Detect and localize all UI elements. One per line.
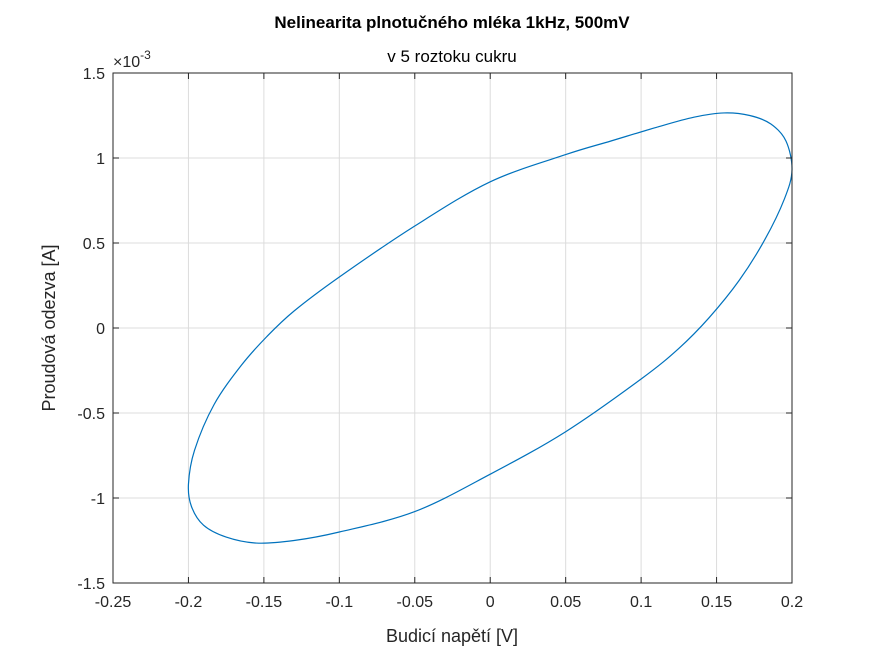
x-tick-label: 0.2 [781,594,803,611]
y-tick-label: 0 [96,321,105,338]
y-tick-label: 1 [96,151,105,168]
y-tick-label: 1.5 [83,66,105,83]
chart-title: Nelinearita plnotučného mléka 1kHz, 500m… [274,13,630,32]
y-tick-label: 0.5 [83,236,105,253]
axis-ticks: -0.25 -0.2 -0.15 -0.1 -0.05 0 0.05 0.1 0.15 0.2 -1… [77,66,803,611]
x-tick-label: -0.05 [397,594,434,611]
x-tick-label: 0.05 [550,594,581,611]
y-exponent-base: ×10 [113,54,140,71]
x-tick-label: -0.2 [175,594,203,611]
y-exponent-label: ×10-3 [113,48,151,71]
x-tick-label: 0.1 [630,594,652,611]
y-exponent-power: -3 [140,48,151,62]
grid-lines [112,72,793,584]
x-tick-label: -0.25 [95,594,132,611]
x-tick-label: 0 [486,594,495,611]
x-axis-label: Budicí napětí [V] [386,626,518,646]
x-tick-label: -0.1 [326,594,354,611]
x-tick-label: 0.15 [701,594,732,611]
y-tick-label: -0.5 [77,406,105,423]
y-tick-label: -1.5 [77,576,105,593]
y-axis-label: Proudová odezva [A] [39,244,59,411]
chart-subtitle: v 5 roztoku cukru [387,47,516,66]
series-line [187,112,793,544]
y-tick-label: -1 [91,491,105,508]
x-tick-label: -0.15 [246,594,283,611]
